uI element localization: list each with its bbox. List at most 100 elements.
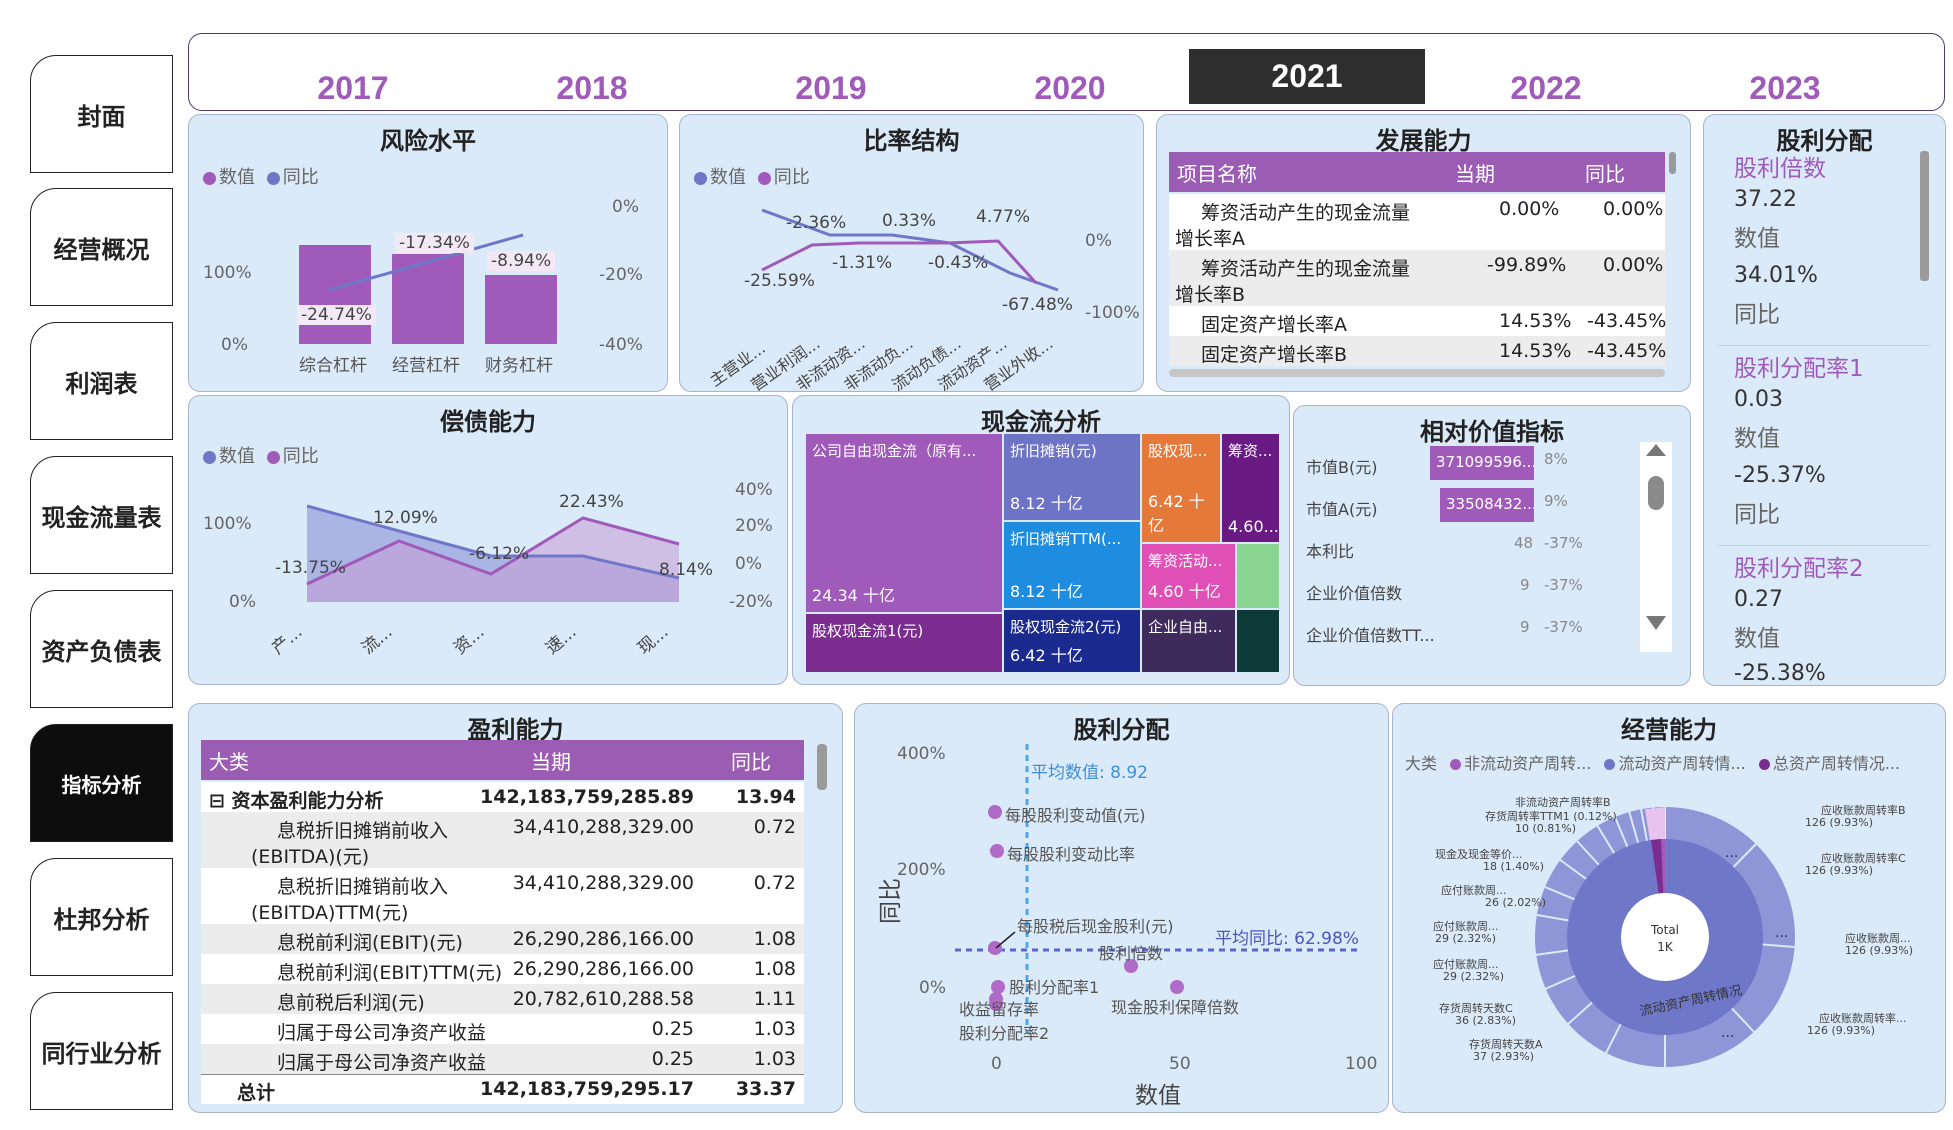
cell-name: 折旧摊销(元) xyxy=(1010,442,1097,460)
cell: 33.37 xyxy=(735,1078,796,1100)
card-value: -25.37% xyxy=(1734,463,1826,488)
ratio-chart xyxy=(761,208,1059,292)
cell: 26,290,286,166.00 xyxy=(512,958,694,980)
treemap-cell[interactable] xyxy=(1237,610,1279,672)
y-tick: -100% xyxy=(1085,303,1140,323)
card-name: 股利分配率1 xyxy=(1734,356,1864,382)
table-row[interactable]: 息税折旧摊销前收入 (EBITDA)(元) 34,410,288,329.00 … xyxy=(201,812,804,868)
cell: 固定资产增长率B xyxy=(1201,344,1348,366)
year-2022[interactable]: 2022 xyxy=(1510,70,1582,106)
nav-indicators[interactable]: 指标分析 xyxy=(30,724,173,842)
col-header[interactable]: 项目名称 xyxy=(1177,162,1257,186)
h-scrollbar[interactable] xyxy=(1169,369,1665,377)
data-label: -24.74% xyxy=(297,305,376,325)
cell-value: 4.60 十亿 xyxy=(1148,582,1221,601)
treemap-cell[interactable]: 股权现金流1(元) xyxy=(806,614,1002,672)
legend-value: 数值 xyxy=(219,167,255,188)
value-bar[interactable]: 33508432... xyxy=(1440,488,1534,522)
slice-label: 应付账款周... xyxy=(1441,884,1507,897)
v-scrollbar[interactable] xyxy=(1669,152,1676,174)
v-scrollbar[interactable] xyxy=(1920,151,1929,281)
nav-cover[interactable]: 封面 xyxy=(30,55,173,173)
svg-text:...: ... xyxy=(1721,1025,1734,1041)
col-header[interactable]: 同比 xyxy=(1585,162,1625,186)
nav-peers[interactable]: 同行业分析 xyxy=(30,992,173,1110)
scrollbar[interactable] xyxy=(1640,442,1672,652)
year-2023[interactable]: 2023 xyxy=(1749,70,1821,106)
table-row[interactable]: 息税前利润(EBIT)TTM(元) 26,290,286,166.00 1.08 xyxy=(201,954,804,984)
v-scrollbar[interactable] xyxy=(817,744,827,790)
slice-label: 存货周转率TTM1 (0.12%) xyxy=(1485,810,1617,823)
data-label: 8.14% xyxy=(659,560,714,580)
cell-value: 4.60... xyxy=(1228,517,1279,536)
expand-toggle[interactable]: ⊟ 资本盈利能力分析 xyxy=(209,790,384,812)
cell: 固定资产增长率A xyxy=(1201,314,1347,336)
row-name: 企业价值倍数TT... xyxy=(1306,626,1435,645)
card-label: 同比 xyxy=(1734,302,1780,328)
year-2021[interactable]: 2021 xyxy=(1189,49,1425,104)
y-tick: -20% xyxy=(729,592,773,612)
col-header[interactable]: 当期 xyxy=(531,750,571,774)
row-yoy: 9% xyxy=(1544,492,1568,510)
table-row[interactable]: 息税折旧摊销前收入 (EBITDA)TTM(元) 34,410,288,329.… xyxy=(201,868,804,924)
treemap-cell[interactable] xyxy=(1237,544,1279,608)
cell: 0.00% xyxy=(1603,254,1664,276)
data-label: -13.75% xyxy=(275,558,346,578)
legend-value: 数值 xyxy=(219,446,255,467)
data-label: -25.59% xyxy=(744,271,815,291)
treemap-cell[interactable]: 折旧摊销(元) 8.12 十亿 xyxy=(1004,434,1140,520)
cell: 13.94 xyxy=(735,786,796,808)
value-bar[interactable]: 371099596... xyxy=(1430,446,1534,480)
table-row[interactable]: 筹资活动产生的现金流量 增长率A 0.00% 0.00% xyxy=(1169,194,1665,250)
col-header[interactable]: 大类 xyxy=(209,750,249,774)
nav-dupont[interactable]: 杜邦分析 xyxy=(30,858,173,976)
table-row[interactable]: 归属于母公司净资产收益 0.25 1.03 xyxy=(201,1044,804,1074)
cell: 14.53% xyxy=(1499,340,1572,362)
bar-经营杠杆 xyxy=(392,254,464,344)
treemap-cell[interactable]: 企业自由... xyxy=(1142,610,1235,672)
treemap-cell[interactable]: 折旧摊销TTM(... 8.12 十亿 xyxy=(1004,522,1140,608)
legend-dot-icon xyxy=(203,171,216,185)
col-header[interactable]: 同比 xyxy=(731,750,771,774)
year-2017[interactable]: 2017 xyxy=(317,70,389,106)
point xyxy=(1124,959,1138,973)
nav-overview[interactable]: 经营概况 xyxy=(30,188,173,306)
year-2020[interactable]: 2020 xyxy=(1034,70,1106,106)
cell: -43.45% xyxy=(1587,340,1667,362)
center-value: 1K xyxy=(1657,940,1674,954)
treemap-cell[interactable]: 筹资... 4.60... xyxy=(1222,434,1279,542)
y-tick: 0% xyxy=(229,592,256,612)
data-label: -2.36% xyxy=(786,213,847,233)
table-row[interactable]: 息前税后利润(元) 20,782,610,288.58 1.11 xyxy=(201,984,804,1014)
card-label: 同比 xyxy=(1734,502,1780,528)
table-row[interactable]: 归属于母公司净资产收益 0.25 1.03 xyxy=(201,1014,804,1044)
table-row[interactable]: 固定资产增长率A 14.53% -43.45% xyxy=(1169,306,1666,336)
legend-item[interactable]: 总资产周转情况... xyxy=(1772,754,1901,773)
solvency-panel: 偿债能力 数值 同比 100% 0% 40% 20% 0% -20% 12.09… xyxy=(188,395,788,685)
year-2018[interactable]: 2018 xyxy=(556,70,628,106)
treemap-cell[interactable]: 筹资活动... 4.60 十亿 xyxy=(1142,544,1235,608)
ratio-panel: 比率结构 数值 同比 0% -100% -2.36% 0.33% 4.77% -… xyxy=(679,114,1144,392)
table-row[interactable]: 息税前利润(EBIT)(元) 26,290,286,166.00 1.08 xyxy=(201,924,804,954)
data-label: 4.77% xyxy=(976,207,1031,227)
legend-item[interactable]: 流动资产周转情... xyxy=(1618,754,1746,773)
treemap-cell[interactable]: 股权现金流2(元) 6.42 十亿 xyxy=(1004,610,1140,672)
table-row[interactable]: 筹资活动产生的现金流量 增长率B -99.89% 0.00% xyxy=(1169,250,1665,306)
card-label: 数值 xyxy=(1734,626,1780,652)
cell: 0.25 xyxy=(651,1018,694,1040)
year-2019[interactable]: 2019 xyxy=(795,70,867,106)
col-header[interactable]: 当期 xyxy=(1455,162,1495,186)
nav-cashflow[interactable]: 现金流量表 xyxy=(30,456,173,574)
avg-x-label: 平均数值: 8.92 xyxy=(1031,763,1148,783)
legend-item[interactable]: 非流动资产周转... xyxy=(1464,754,1592,773)
table-row[interactable]: ⊟ 资本盈利能力分析 142,183,759,285.89 13.94 xyxy=(201,782,804,812)
treemap-cell[interactable]: 股权现... 6.42 十亿 xyxy=(1142,434,1220,542)
treemap-cell[interactable]: 公司自由现金流（原有... 24.34 十亿 xyxy=(806,434,1002,612)
table-row[interactable]: 固定资产增长率B 14.53% -43.45% xyxy=(1169,336,1667,366)
divider xyxy=(1718,345,1930,346)
cell: 0.72 xyxy=(753,872,796,894)
cell: (EBITDA)(元) xyxy=(251,846,370,868)
y-tick: 200% xyxy=(897,860,946,880)
nav-balance[interactable]: 资产负债表 xyxy=(30,590,173,708)
nav-income[interactable]: 利润表 xyxy=(30,322,173,440)
